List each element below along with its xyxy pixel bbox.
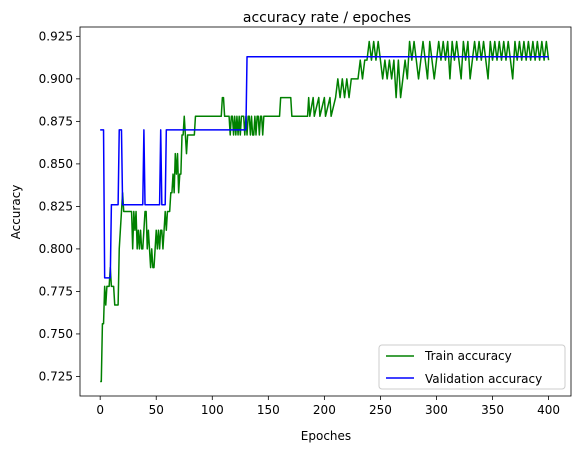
x-axis-label: Epoches — [301, 429, 351, 443]
y-tick-label: 0.925 — [39, 29, 73, 43]
x-tick-label: 150 — [257, 403, 280, 417]
y-tick-label: 0.750 — [39, 327, 73, 341]
plot-area — [79, 26, 572, 397]
x-tick-label: 300 — [425, 403, 448, 417]
x-tick-label: 50 — [149, 403, 164, 417]
y-tick-label: 0.850 — [39, 157, 73, 171]
x-tick-label: 100 — [201, 403, 224, 417]
y-tick-label: 0.875 — [39, 114, 73, 128]
y-tick-label: 0.825 — [39, 199, 73, 213]
x-tick-label: 0 — [96, 403, 104, 417]
legend-label-validation: Validation accuracy — [425, 372, 542, 386]
legend-box — [378, 344, 566, 390]
y-tick-label: 0.775 — [39, 284, 73, 298]
series-line-validation-accuracy — [100, 56, 549, 279]
plot-frame — [79, 26, 572, 397]
legend-label-train: Train accuracy — [424, 349, 512, 363]
y-axis-ticks: 0.725 0.750 0.775 0.800 0.825 0.850 0.875 0.900… — [39, 29, 80, 383]
x-tick-label: 250 — [369, 403, 392, 417]
legend: Train accuracy Validation accuracy — [378, 344, 566, 390]
x-tick-label: 200 — [313, 403, 336, 417]
chart-title: accuracy rate / epoches — [243, 10, 411, 26]
series-line-train-accuracy — [100, 40, 550, 383]
series-layer — [100, 40, 550, 383]
x-tick-label: 350 — [481, 403, 504, 417]
x-tick-label: 400 — [537, 403, 560, 417]
y-tick-label: 0.800 — [39, 242, 73, 256]
y-tick-label: 0.900 — [39, 72, 73, 86]
x-axis-ticks: 0 50 100 150 200 250 300 350 400 — [96, 396, 560, 417]
y-axis-label: Accuracy — [9, 185, 23, 240]
y-tick-label: 0.725 — [39, 369, 73, 383]
